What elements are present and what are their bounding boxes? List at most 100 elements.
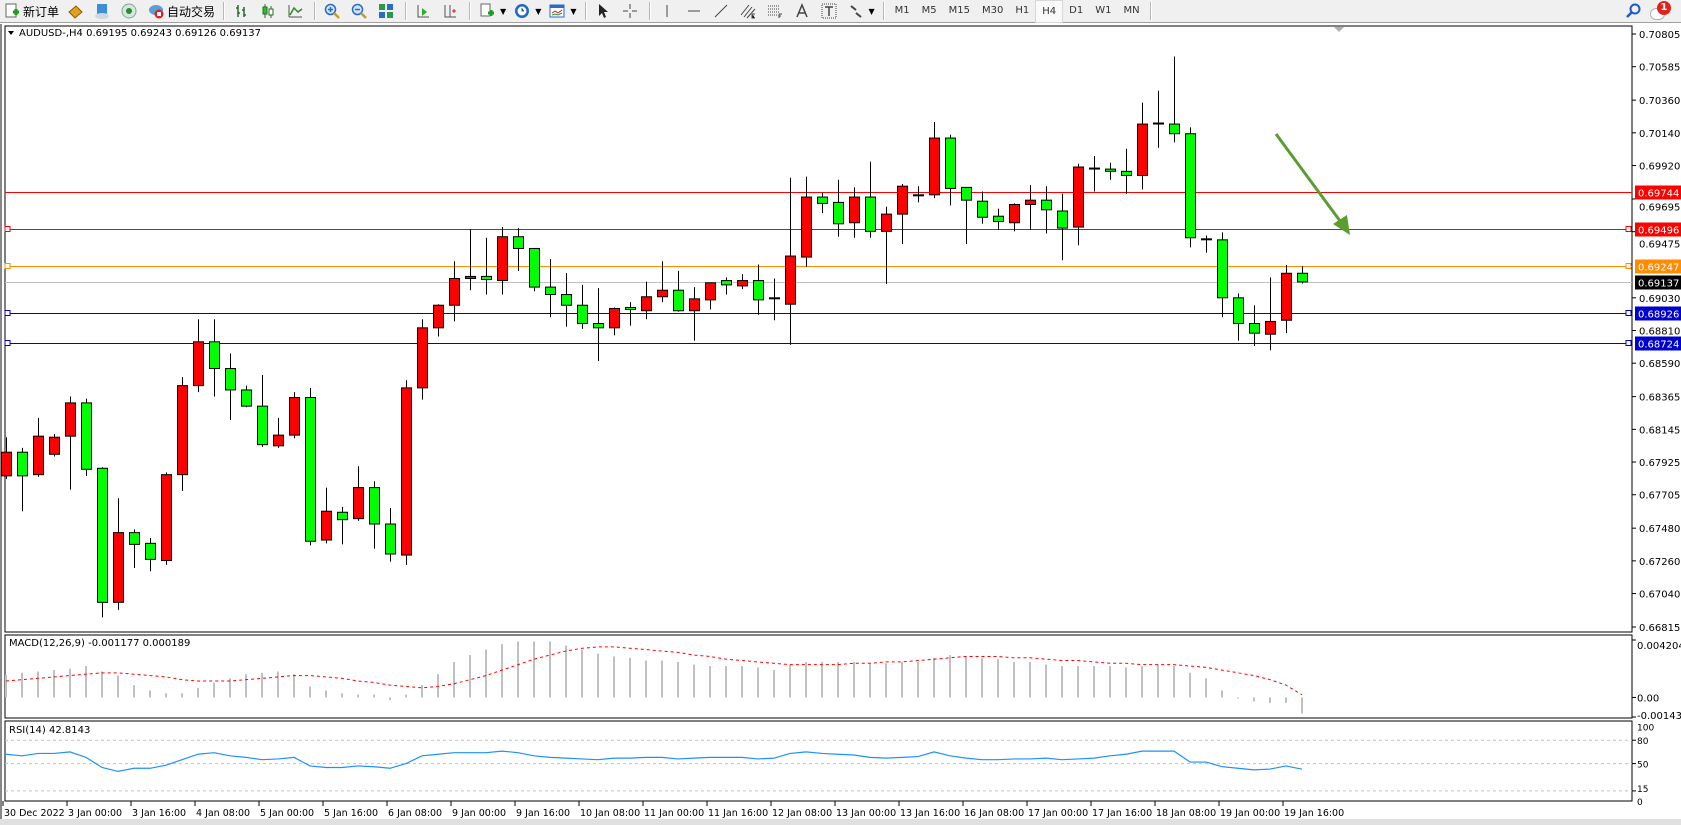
- candle[interactable]: [897, 183, 908, 245]
- candle[interactable]: [529, 247, 540, 292]
- timeframe-w1-button[interactable]: W1: [1095, 4, 1112, 16]
- candle[interactable]: [609, 307, 620, 336]
- fibonacci-button[interactable]: [763, 1, 790, 22]
- timeframe-m1-button[interactable]: M1: [894, 4, 910, 16]
- candle[interactable]: [913, 186, 924, 203]
- text-button[interactable]: [790, 1, 817, 22]
- timeframe-h4-button[interactable]: H4: [1035, 0, 1064, 23]
- candle[interactable]: [337, 506, 348, 545]
- candle[interactable]: [1185, 127, 1196, 248]
- navigator-button[interactable]: [90, 1, 117, 22]
- timeframe-m30-button[interactable]: M30: [982, 4, 1004, 16]
- market-watch-button[interactable]: [63, 1, 90, 22]
- candle[interactable]: [353, 466, 364, 521]
- candle[interactable]: [849, 187, 860, 238]
- candle[interactable]: [881, 206, 892, 284]
- level-anchor-handle[interactable]: [1625, 340, 1632, 346]
- candle[interactable]: [1041, 186, 1052, 234]
- candle[interactable]: [945, 134, 956, 206]
- candle[interactable]: [1153, 90, 1164, 148]
- auto-trading-button[interactable]: 自动交易: [144, 1, 219, 22]
- candle[interactable]: [1121, 148, 1132, 194]
- candle[interactable]: [721, 277, 732, 295]
- horizontal-line-button[interactable]: [682, 1, 709, 22]
- candle[interactable]: [769, 278, 780, 321]
- candle[interactable]: [465, 229, 476, 291]
- timeframe-mn-button[interactable]: MN: [1123, 4, 1140, 16]
- candle[interactable]: [817, 192, 828, 214]
- text-label-button[interactable]: [817, 1, 844, 22]
- candle[interactable]: [513, 228, 524, 271]
- candle[interactable]: [209, 319, 220, 397]
- candle[interactable]: [673, 270, 684, 312]
- candle[interactable]: [593, 288, 604, 361]
- candle[interactable]: [305, 387, 316, 546]
- zoom-out-button[interactable]: [347, 1, 374, 22]
- candle[interactable]: [433, 304, 444, 337]
- candle[interactable]: [145, 537, 156, 572]
- candle[interactable]: [1201, 235, 1212, 253]
- zoom-in-button[interactable]: [320, 1, 347, 22]
- trendline-button[interactable]: [709, 1, 736, 22]
- candle[interactable]: [641, 281, 652, 320]
- autoscroll-button[interactable]: [411, 1, 438, 22]
- candle[interactable]: [497, 227, 508, 295]
- candle[interactable]: [1089, 156, 1100, 192]
- indicators-button[interactable]: ▼: [475, 1, 510, 22]
- candle[interactable]: [865, 161, 876, 238]
- candle[interactable]: [801, 176, 812, 267]
- level-anchor-handle[interactable]: [4, 263, 11, 269]
- candle[interactable]: [401, 380, 412, 565]
- candle[interactable]: [545, 259, 556, 318]
- candle[interactable]: [1233, 293, 1244, 341]
- candle[interactable]: [753, 264, 764, 315]
- candle[interactable]: [417, 319, 428, 400]
- candle[interactable]: [257, 374, 268, 447]
- candle[interactable]: [993, 208, 1004, 231]
- candle[interactable]: [1281, 265, 1292, 334]
- candle[interactable]: [1217, 232, 1228, 318]
- candle[interactable]: [81, 398, 92, 476]
- candle[interactable]: [49, 433, 60, 457]
- timeframe-m5-button[interactable]: M5: [921, 4, 937, 16]
- candle[interactable]: [1249, 305, 1260, 346]
- candle[interactable]: [1137, 102, 1148, 190]
- chart-shift-marker[interactable]: [1334, 27, 1344, 32]
- notification-button[interactable]: 1: [1649, 1, 1671, 21]
- arrows-button[interactable]: ▼: [844, 1, 879, 22]
- rsi-panel[interactable]: [4, 720, 1633, 802]
- level-anchor-handle[interactable]: [1625, 263, 1632, 269]
- candle[interactable]: [1, 437, 12, 479]
- signals-button[interactable]: [117, 1, 144, 22]
- candle[interactable]: [321, 487, 332, 544]
- candle[interactable]: [961, 186, 972, 245]
- level-anchor-handle[interactable]: [1625, 310, 1632, 316]
- candle[interactable]: [1025, 185, 1036, 231]
- candle[interactable]: [1265, 277, 1276, 351]
- candle[interactable]: [33, 417, 44, 477]
- search-button[interactable]: [1625, 3, 1641, 19]
- candle[interactable]: [1009, 203, 1020, 232]
- candle[interactable]: [1105, 162, 1116, 180]
- candle[interactable]: [129, 529, 140, 568]
- candle[interactable]: [449, 261, 460, 322]
- templates-button[interactable]: ▼: [545, 1, 580, 22]
- candle[interactable]: [929, 121, 940, 199]
- bar-chart-button[interactable]: [229, 1, 256, 22]
- candle[interactable]: [65, 396, 76, 490]
- candle[interactable]: [113, 498, 124, 610]
- candle[interactable]: [1297, 266, 1308, 284]
- main-chart-panel[interactable]: [4, 25, 1633, 633]
- trend-arrow-line[interactable]: [1274, 133, 1345, 226]
- timeframe-d1-button[interactable]: D1: [1069, 4, 1084, 16]
- candle[interactable]: [1057, 193, 1068, 261]
- chart-menu-triangle-icon[interactable]: [8, 31, 14, 35]
- timeframe-h1-button[interactable]: H1: [1015, 4, 1030, 16]
- candlestick-button[interactable]: [256, 1, 283, 22]
- cursor-button[interactable]: [591, 1, 618, 22]
- level-anchor-handle[interactable]: [4, 310, 11, 316]
- candle[interactable]: [161, 472, 172, 565]
- candle[interactable]: [833, 179, 844, 237]
- timeframe-m15-button[interactable]: M15: [948, 4, 971, 16]
